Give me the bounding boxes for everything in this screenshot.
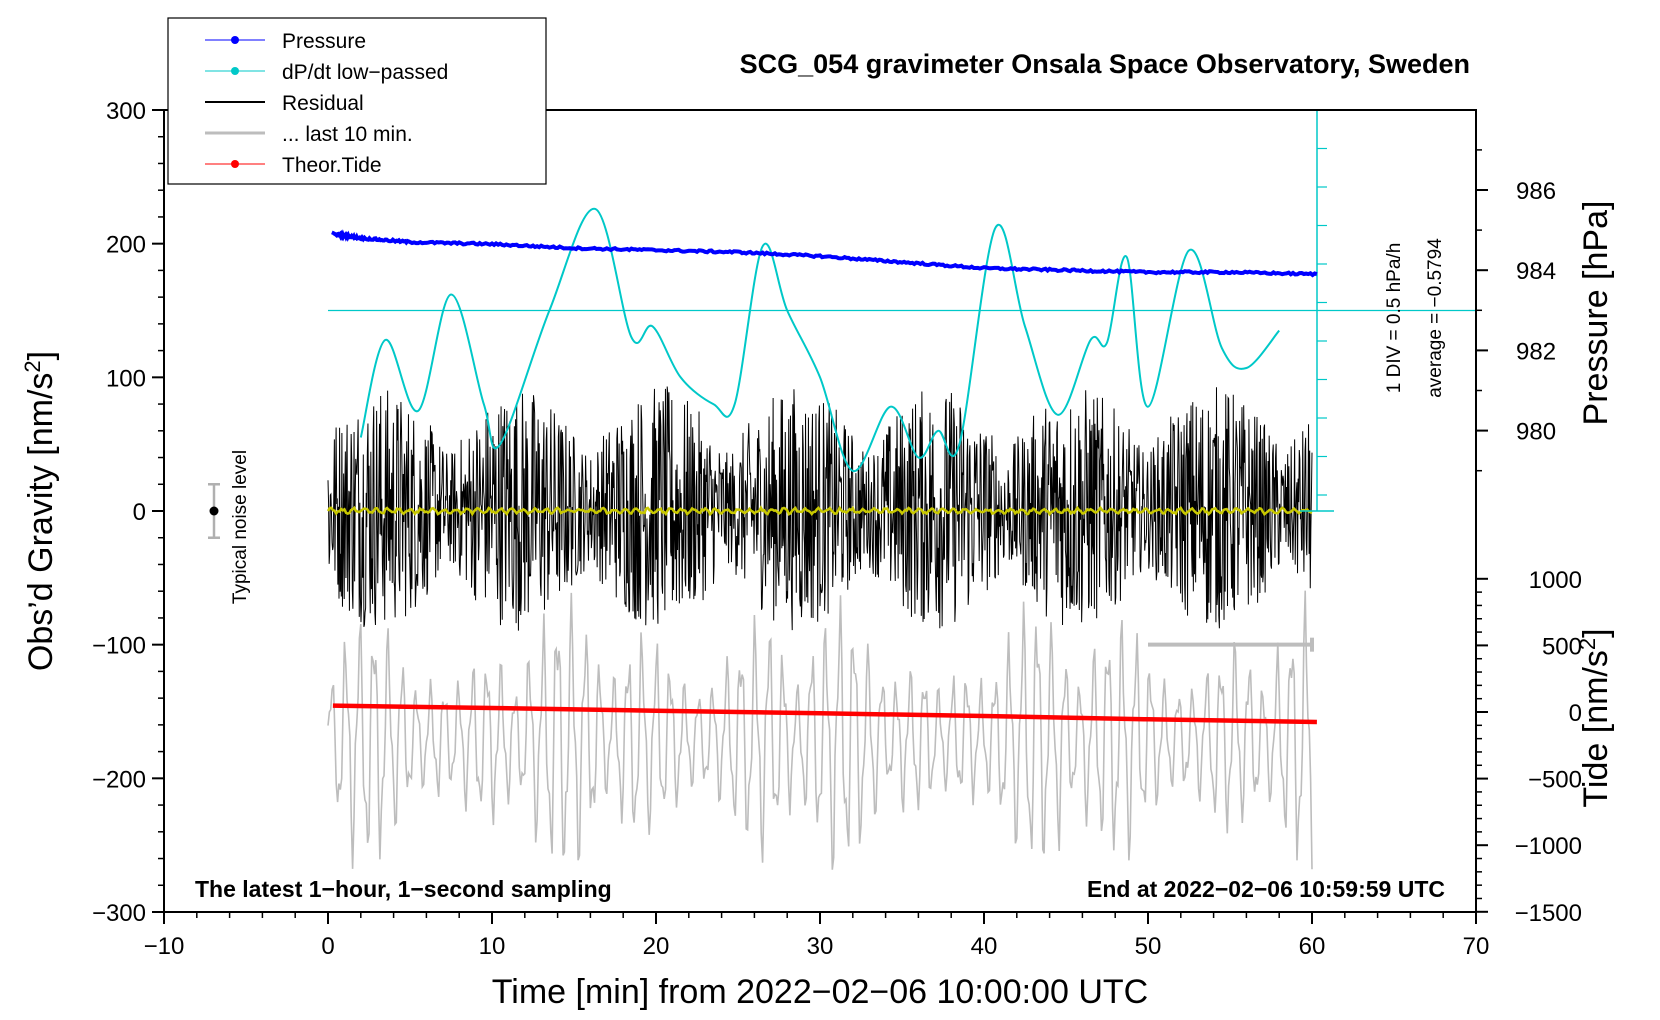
y-pressure-tick-label: 982	[1516, 338, 1556, 365]
theor-tide-series	[332, 703, 1317, 725]
noise-level-dot	[209, 506, 219, 516]
legend-residual-label: Residual	[282, 92, 364, 115]
y-left-tick-label: 0	[133, 499, 146, 526]
y-left-tick-label: −200	[92, 766, 146, 793]
pressure-series	[331, 229, 1318, 278]
x-tick-label: −10	[144, 933, 185, 960]
legend-tide-label: Theor.Tide	[282, 154, 382, 177]
y-tide-tick-label: 0	[1569, 700, 1582, 727]
y-left-label-main: Obs’d Gravity [nm/s	[22, 373, 60, 672]
y-left-tick-label: −300	[92, 900, 146, 927]
legend-pressure-marker	[231, 36, 239, 44]
y-tide-tick-label: −1500	[1515, 900, 1582, 927]
y-left-label-end: ]	[22, 351, 60, 360]
y-tide-tick-label: −1000	[1515, 833, 1582, 860]
sampling-note: The latest 1−hour, 1−second sampling	[195, 876, 612, 902]
y-axis-tide-title: Tide [nm/s2]	[1575, 628, 1615, 807]
legend-dpdt-label: dP/dt low−passed	[282, 61, 448, 84]
end-time-note: End at 2022−02−06 10:59:59 UTC	[1087, 876, 1445, 902]
y-pressure-tick-label: 980	[1516, 419, 1556, 446]
y-left-tick-label: 200	[106, 232, 146, 259]
pressure-rate-average-label: average = −0.5794	[1425, 238, 1446, 398]
noise-level-label: Typical noise level	[230, 450, 251, 604]
legend-tide-marker	[231, 160, 239, 168]
y-tide-tick-label: −500	[1528, 767, 1582, 794]
residual-smoothed-series	[326, 505, 1313, 517]
x-tick-label: 50	[1135, 933, 1162, 960]
x-tick-label: 70	[1463, 933, 1490, 960]
pressure-rate-div-label: 1 DIV = 0.5 hPa/h	[1384, 243, 1405, 394]
x-tick-label: 10	[479, 933, 506, 960]
legend-pressure-label: Pressure	[282, 30, 366, 53]
residual-series	[327, 386, 1313, 631]
x-axis-title: Time [min] from 2022−02−06 10:00:00 UTC	[492, 973, 1148, 1011]
x-tick-label: 0	[321, 933, 334, 960]
y-pressure-tick-label: 984	[1516, 258, 1556, 285]
y-axis-left-title: Obs’d Gravity [nm/s2]	[20, 351, 60, 671]
y-tide-label-sup: 2	[1575, 638, 1600, 650]
x-tick-label: 60	[1299, 933, 1326, 960]
y-left-tick-label: 100	[106, 365, 146, 392]
y-tide-tick-label: 1000	[1529, 567, 1582, 594]
y-axis-pressure-title: Pressure [hPa]	[1577, 201, 1615, 426]
x-tick-label: 20	[643, 933, 670, 960]
x-tick-label: 40	[971, 933, 998, 960]
legend: Pressure dP/dt low−passed Residual ... l…	[167, 17, 547, 185]
plot-area	[208, 109, 1476, 870]
y-tide-label-end: ]	[1577, 628, 1615, 637]
legend-last10-label: ... last 10 min.	[282, 123, 413, 146]
plot-frame	[163, 109, 1477, 913]
legend-dpdt-marker	[231, 67, 239, 75]
y-left-label-sup: 2	[20, 360, 45, 372]
dpdt-series	[359, 207, 1280, 472]
y-pressure-tick-label: 986	[1516, 178, 1556, 205]
chart-title: SCG_054 gravimeter Onsala Space Observat…	[740, 49, 1470, 79]
x-tick-label: 30	[807, 933, 834, 960]
y-tide-tick-label: 500	[1542, 633, 1582, 660]
y-left-tick-label: 300	[106, 98, 146, 125]
last-10min-series	[327, 590, 1313, 870]
y-left-tick-label: −100	[92, 633, 146, 660]
y-tide-label-main: Tide [nm/s	[1577, 650, 1615, 807]
